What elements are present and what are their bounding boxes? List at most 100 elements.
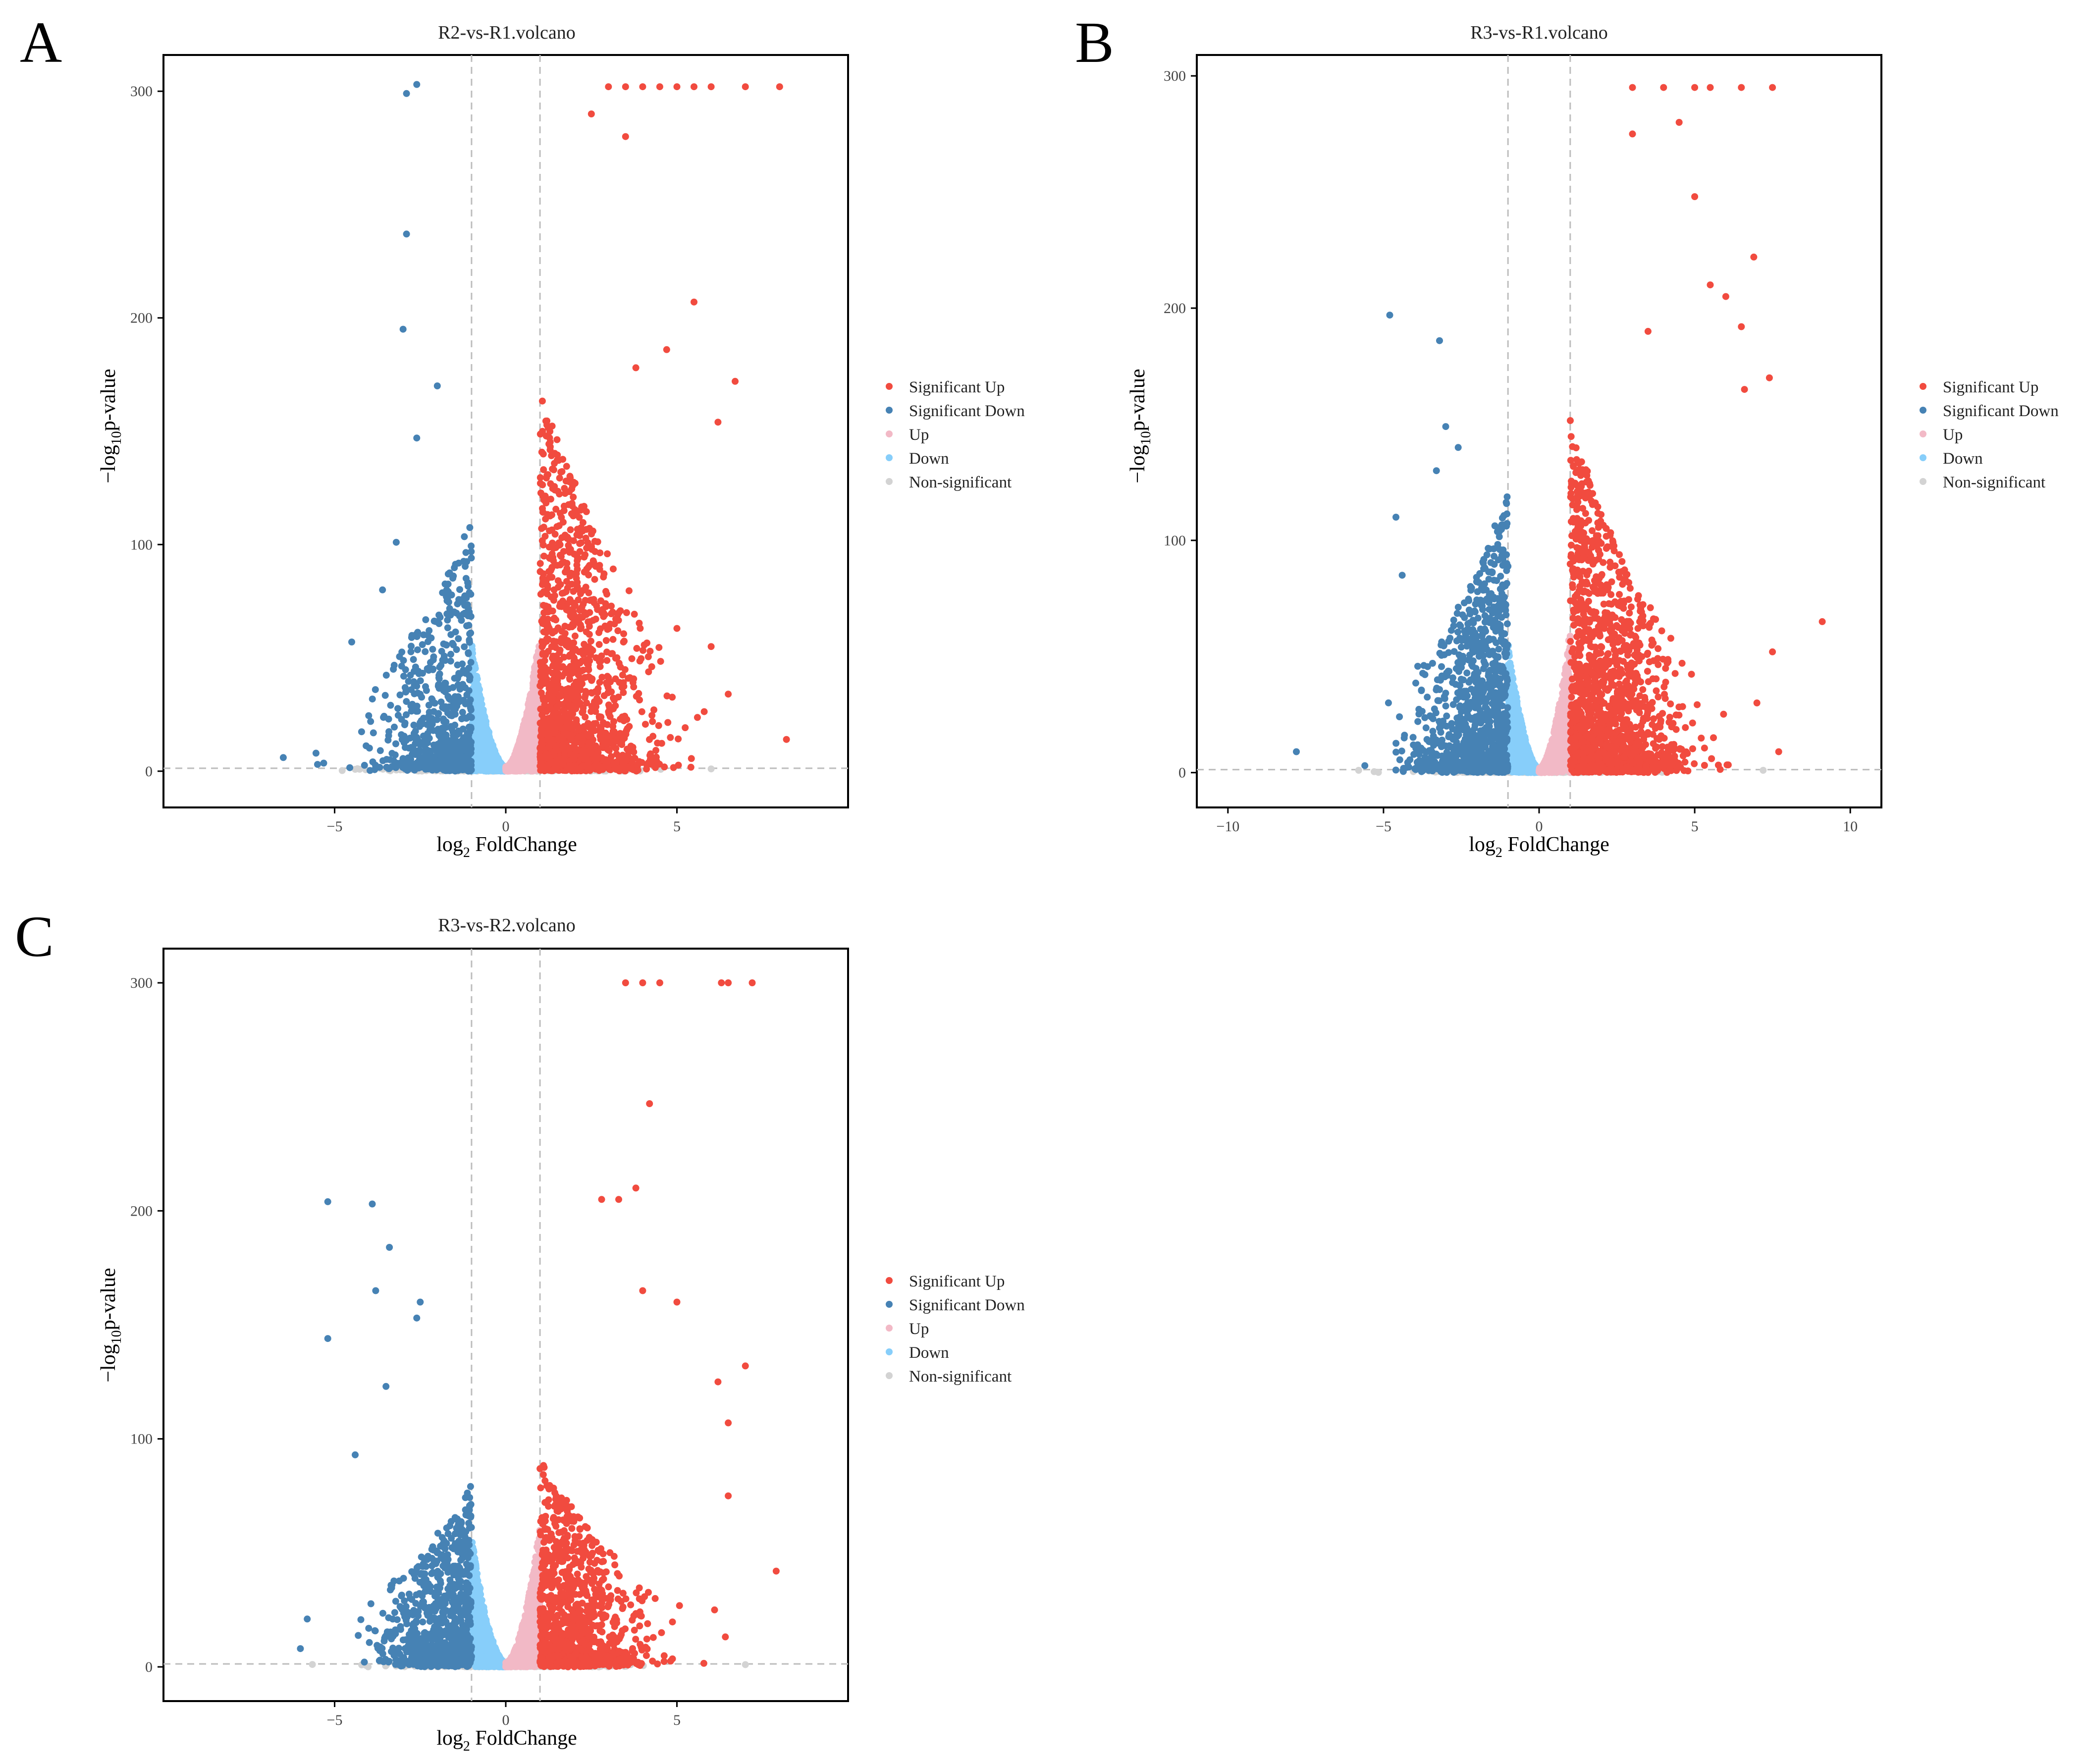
point-significant-down bbox=[456, 586, 463, 593]
point-non-significant bbox=[338, 767, 346, 774]
point-significant-up bbox=[688, 755, 695, 762]
point-significant-down bbox=[467, 724, 475, 731]
point-significant-down bbox=[372, 686, 379, 694]
point-significant-down bbox=[383, 756, 390, 763]
point-significant-down bbox=[427, 749, 434, 756]
point-down bbox=[481, 763, 488, 771]
point-significant-up bbox=[540, 673, 547, 681]
point-significant-up bbox=[557, 469, 565, 476]
point-significant-up bbox=[570, 493, 577, 501]
point-significant-down bbox=[462, 575, 470, 582]
point-significant-up bbox=[537, 689, 545, 696]
panel-b-plot-frame bbox=[1196, 54, 1882, 808]
point-significant-up bbox=[610, 740, 617, 747]
point-significant-up bbox=[596, 663, 604, 670]
point-significant-up bbox=[783, 736, 790, 743]
point-significant-up bbox=[583, 526, 590, 533]
point-significant-down bbox=[468, 714, 475, 721]
point-significant-down bbox=[396, 759, 404, 767]
point-significant-up bbox=[669, 694, 676, 701]
point-significant-up bbox=[550, 655, 557, 662]
point-significant-up bbox=[560, 727, 568, 735]
point-significant-up bbox=[641, 721, 649, 728]
point-significant-up bbox=[550, 557, 557, 564]
point-significant-up bbox=[636, 696, 643, 703]
point-significant-down bbox=[358, 728, 365, 736]
point-significant-up bbox=[569, 667, 577, 674]
point-significant-down bbox=[363, 742, 370, 749]
point-significant-down bbox=[410, 721, 418, 729]
point-significant-up bbox=[594, 689, 601, 696]
point-significant-up bbox=[591, 537, 598, 545]
point-significant-up bbox=[571, 570, 578, 578]
point-significant-down bbox=[415, 668, 422, 675]
point-significant-up bbox=[609, 565, 617, 573]
point-significant-down bbox=[466, 742, 473, 749]
point-significant-down bbox=[439, 738, 446, 745]
point-significant-up bbox=[559, 735, 566, 743]
point-significant-up bbox=[568, 581, 576, 588]
point-significant-down bbox=[453, 731, 461, 739]
point-significant-up bbox=[640, 647, 646, 654]
point-significant-down bbox=[371, 766, 378, 773]
point-significant-down bbox=[455, 767, 462, 774]
point-significant-up bbox=[589, 617, 597, 624]
point-significant-up bbox=[562, 478, 570, 485]
point-significant-down bbox=[381, 692, 389, 699]
point-significant-down bbox=[369, 758, 376, 765]
point-significant-down bbox=[423, 687, 430, 694]
point-significant-down bbox=[402, 689, 410, 696]
point-significant-up bbox=[580, 651, 587, 658]
point-significant-up bbox=[592, 762, 599, 770]
point-significant-up bbox=[570, 639, 578, 646]
point-significant-up bbox=[540, 588, 547, 595]
point-significant-up bbox=[550, 729, 558, 737]
point-significant-up bbox=[644, 653, 652, 660]
point-significant-up bbox=[626, 674, 634, 681]
point-significant-up bbox=[675, 735, 682, 743]
point-non-significant bbox=[356, 765, 363, 773]
point-significant-up bbox=[620, 760, 627, 768]
point-significant-down bbox=[426, 627, 433, 634]
point-significant-up bbox=[546, 527, 553, 535]
point-significant-up bbox=[556, 475, 563, 482]
point-significant-up bbox=[570, 588, 577, 595]
point-significant-up bbox=[538, 525, 545, 532]
point-significant-up bbox=[567, 714, 574, 721]
point-significant-up bbox=[549, 661, 557, 669]
point-significant-up bbox=[560, 507, 568, 514]
legend-marker-significant-down bbox=[886, 407, 893, 414]
point-significant-down bbox=[466, 589, 473, 596]
point-significant-up bbox=[538, 643, 546, 650]
point-significant-up bbox=[615, 694, 622, 701]
point-significant-up bbox=[536, 560, 544, 567]
point-significant-down bbox=[449, 759, 456, 766]
point-significant-down bbox=[369, 695, 376, 703]
point-significant-up bbox=[551, 486, 559, 494]
point-significant-up bbox=[590, 599, 598, 606]
point-significant-down bbox=[348, 639, 355, 645]
point-significant-up bbox=[700, 708, 708, 715]
point-significant-up bbox=[579, 763, 586, 770]
point-significant-up bbox=[647, 750, 654, 757]
point-significant-up bbox=[560, 589, 568, 596]
legend-label-non-significant: Non-significant bbox=[909, 474, 1012, 491]
point-up bbox=[517, 765, 525, 772]
point-significant-down bbox=[367, 718, 374, 725]
point-significant-up bbox=[573, 659, 581, 666]
point-significant-up bbox=[552, 505, 560, 513]
point-significant-down bbox=[391, 723, 398, 731]
point-significant-down bbox=[447, 631, 455, 639]
point-significant-down bbox=[437, 698, 445, 706]
point-significant-up bbox=[543, 474, 550, 481]
point-significant-up bbox=[603, 657, 611, 664]
point-up bbox=[516, 739, 523, 746]
point-significant-down bbox=[466, 761, 473, 769]
point-significant-down bbox=[435, 611, 443, 619]
point-significant-up bbox=[620, 630, 627, 638]
y-tick-label: 200 bbox=[130, 310, 153, 326]
panel-a-plot-frame bbox=[162, 54, 849, 808]
point-significant-up bbox=[621, 666, 629, 673]
point-significant-up bbox=[636, 620, 643, 627]
point-significant-up bbox=[604, 689, 612, 696]
